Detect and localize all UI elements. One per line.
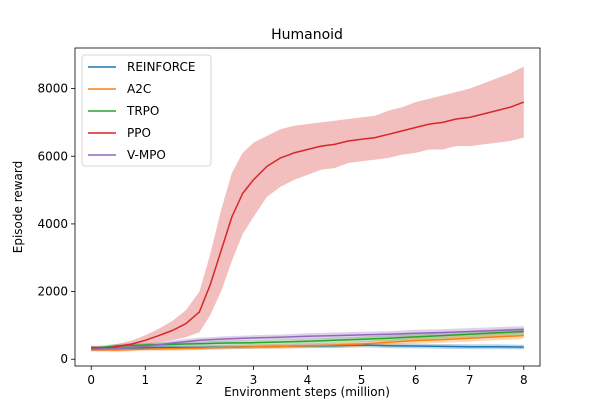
x-tick-label: 5 <box>358 373 366 387</box>
legend-label-trpo: TRPO <box>126 104 159 118</box>
band-reinforce <box>91 342 524 352</box>
series-lines <box>91 101 525 351</box>
x-tick-label: 0 <box>87 373 95 387</box>
x-tick-label: 2 <box>196 373 204 387</box>
band-ppo <box>91 66 524 351</box>
x-tick-label: 1 <box>141 373 149 387</box>
band-trpo <box>91 328 524 351</box>
y-tick-label: 8000 <box>37 82 68 96</box>
x-tick-label: 4 <box>304 373 312 387</box>
line-ppo <box>91 101 525 350</box>
x-tick-label: 7 <box>466 373 474 387</box>
x-tick-label: 6 <box>412 373 420 387</box>
y-axis-ticks: 0 2000 4000 6000 8000 <box>37 82 75 366</box>
x-tick-label: 3 <box>250 373 258 387</box>
y-tick-label: 0 <box>60 352 68 366</box>
line-v-mpo <box>91 328 524 350</box>
legend-box <box>81 54 212 167</box>
x-axis-ticks: 0 1 2 3 4 5 6 7 8 <box>87 366 528 387</box>
legend-label-ppo: PPO <box>127 126 151 140</box>
legend: REINFORCE A2C TRPO PPO V-MPO <box>81 54 212 167</box>
y-tick-label: 6000 <box>37 149 68 163</box>
band-v-mpo <box>91 326 524 352</box>
y-tick-label: 4000 <box>37 217 68 231</box>
legend-label-a2c: A2C <box>127 82 151 96</box>
x-axis-label: Environment steps (million) <box>224 385 390 399</box>
line-a2c <box>91 334 524 351</box>
x-tick-label: 8 <box>520 373 528 387</box>
legend-label-v-mpo: V-MPO <box>127 148 166 162</box>
chart-title: Humanoid <box>271 27 343 43</box>
y-tick-label: 2000 <box>37 285 68 299</box>
legend-label-reinforce: REINFORCE <box>127 60 195 74</box>
y-axis-label: Episode reward <box>11 161 25 254</box>
